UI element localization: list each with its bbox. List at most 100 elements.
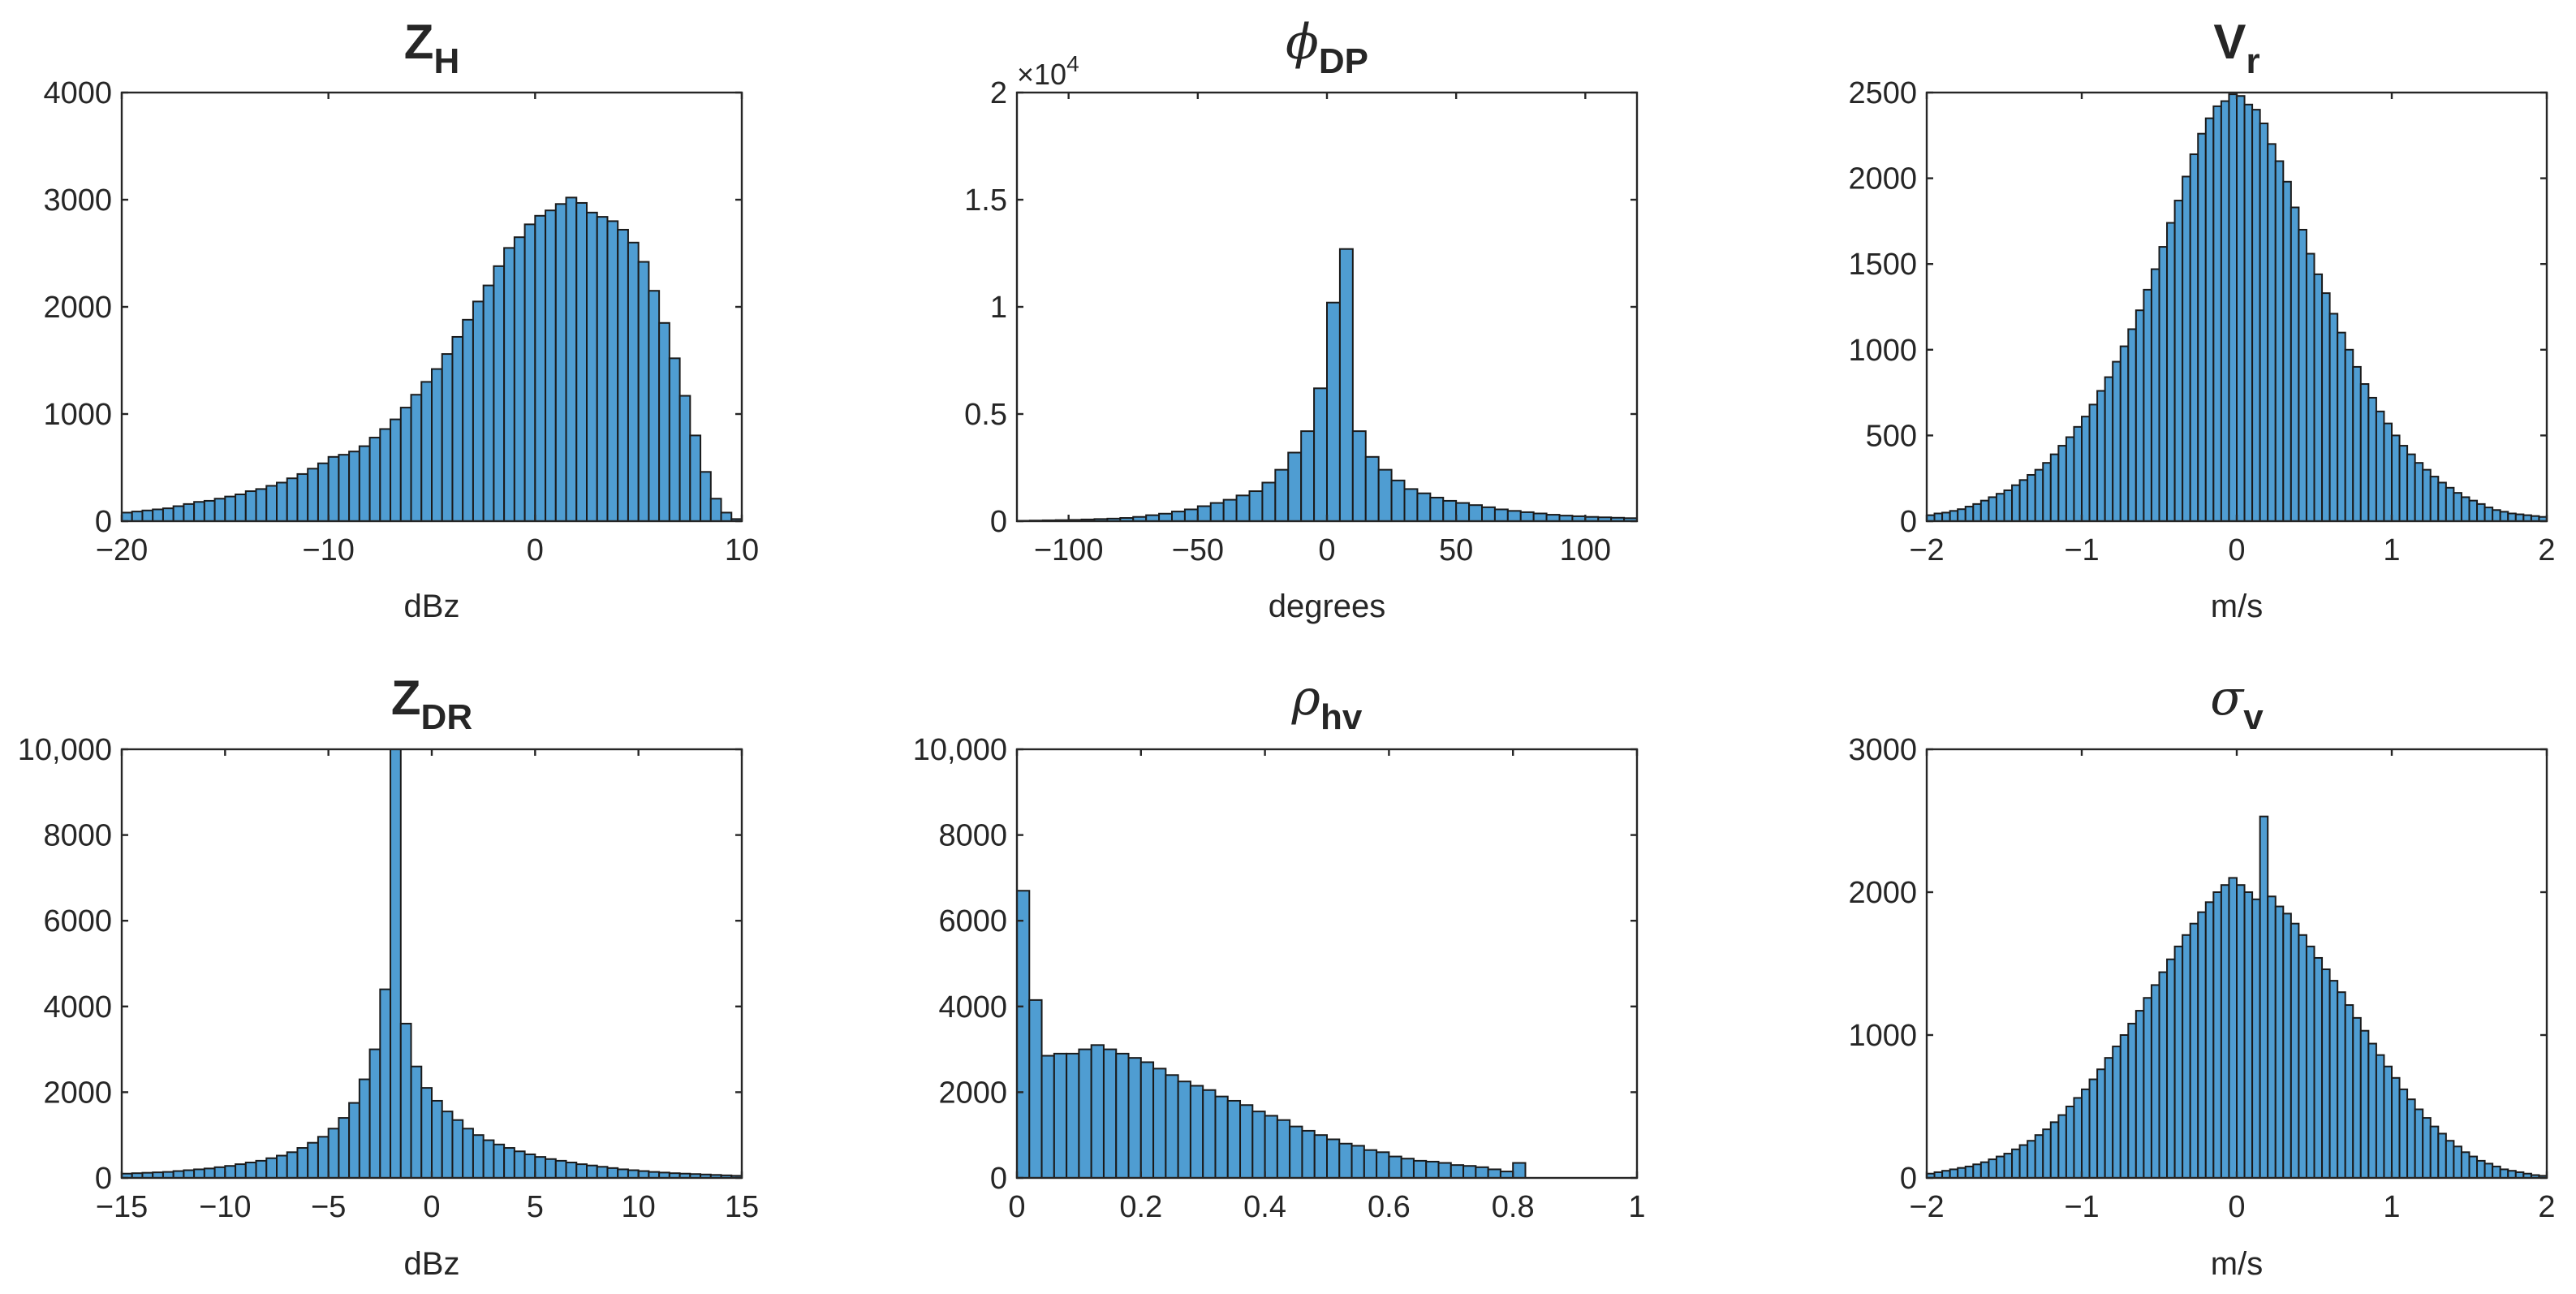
sigmav-bar-60 [2391, 1076, 2401, 1180]
rhohv-ytick-labels: 0 2000 4000 6000 8000 10,000 [913, 733, 1007, 1196]
sigmav-ytick-label-1: 1000 [1848, 1019, 1917, 1053]
phidp-bar-39 [1519, 511, 1535, 522]
zdr-bar-35 [482, 1139, 495, 1180]
sigmav-bar-11 [2011, 1148, 2021, 1180]
phidp-bar-19 [1261, 481, 1277, 522]
zh-bar-21 [338, 454, 351, 522]
zh-xtick-label-2: 0 [527, 533, 544, 567]
zh-ytick-label-2: 2000 [43, 291, 112, 325]
phidp-bar-36 [1481, 506, 1496, 523]
phidp-ytick-label-2: 1 [990, 291, 1007, 325]
vr-bar-58 [2375, 410, 2385, 522]
vr-title-sub: r [2246, 41, 2259, 81]
phidp-bar-21 [1287, 451, 1303, 523]
vr-bar-51 [2321, 292, 2331, 522]
panel-vr: 0 500 1000 1500 2000 2500 −2 −1 0 1 2 Vr m/s [1848, 15, 2555, 624]
sigmav-bar-23 [2104, 1057, 2114, 1180]
vr-bar-60 [2391, 434, 2401, 523]
vr-ytick-label-3: 1500 [1848, 248, 1917, 282]
sigmav-bar-52 [2328, 980, 2339, 1179]
vr-bar-13 [2027, 473, 2036, 522]
rhohv-bar-6 [1090, 1044, 1105, 1179]
zh-bar-32 [451, 335, 464, 522]
sigmav-bar-43 [2259, 815, 2269, 1179]
zh-bar-33 [462, 318, 474, 522]
vr-xtick-label-1: −1 [2064, 533, 2099, 567]
zh-bar-13 [255, 488, 268, 523]
sigmav-bar-35 [2197, 911, 2207, 1179]
zdr-bar-23 [358, 1078, 371, 1180]
zh-bar-41 [545, 209, 557, 522]
vr-bar-50 [2313, 273, 2324, 522]
zh-bar-30 [431, 368, 443, 522]
phidp-xtick-label-2: 0 [1318, 533, 1335, 567]
zdr-xtick-label-2: −5 [311, 1190, 346, 1224]
zdr-bar-42 [554, 1159, 567, 1180]
phidp-bar-17 [1235, 494, 1251, 523]
sigmav-bar-9 [1995, 1155, 2005, 1179]
phidp-bar-14 [1196, 505, 1212, 523]
zh-bar-44 [575, 201, 588, 523]
vr-bar-37 [2212, 105, 2222, 522]
sigmav-bar-21 [2088, 1078, 2099, 1180]
vr-bar-76 [2514, 513, 2525, 522]
sigmav-bar-20 [2081, 1088, 2091, 1180]
rhohv-bar-28 [1363, 1149, 1378, 1180]
sigmav-bar-5 [1964, 1165, 1975, 1180]
zdr-bar-45 [586, 1164, 598, 1179]
vr-bar-56 [2359, 383, 2370, 523]
zh-title-main: Z [404, 15, 434, 69]
zh-bar-47 [606, 220, 619, 522]
sigmav-ytick-label-0: 0 [1900, 1162, 1917, 1196]
rhohv-bar-10 [1139, 1061, 1155, 1179]
rhohv-bar-27 [1350, 1145, 1365, 1180]
zdr-bar-11 [235, 1163, 247, 1179]
zh-xtick-labels: −20 −10 0 10 [96, 533, 759, 567]
rhohv-bar-8 [1115, 1052, 1130, 1179]
phidp-bar-38 [1506, 510, 1522, 523]
phidp-title: ϕDP [1286, 14, 1368, 81]
rhohv-axes-box [1015, 748, 1639, 1180]
zh-ytick-label-3: 3000 [43, 183, 112, 218]
sigmav-bar-6 [1972, 1163, 1982, 1180]
zh-bar-7 [193, 501, 205, 522]
phidp-title-main: ϕ [1286, 14, 1319, 71]
zh-bar-51 [648, 290, 661, 522]
rhohv-bar-16 [1214, 1095, 1229, 1180]
zh-bar-38 [513, 236, 526, 522]
phidp-xtick-label-4: 100 [1560, 533, 1611, 567]
sigmav-bar-10 [2003, 1153, 2014, 1179]
zh-xlabel: dBz [404, 589, 460, 624]
zdr-bar-28 [410, 1065, 423, 1179]
vr-ytick-label-0: 0 [1900, 505, 1917, 539]
zdr-bar-47 [606, 1167, 619, 1179]
vr-bar-30 [2158, 246, 2169, 522]
rhohv-bar-12 [1165, 1074, 1179, 1180]
vr-bar-67 [2445, 486, 2455, 523]
zh-bar-55 [689, 434, 702, 523]
rhohv-xtick-label-0: 0 [1008, 1190, 1025, 1224]
zh-ytick-label-1: 1000 [43, 398, 112, 432]
zdr-bar-8 [203, 1167, 216, 1180]
sigmav-title: σv [2210, 670, 2264, 737]
vr-xtick-label-3: 1 [2383, 533, 2400, 567]
phidp-bar-16 [1222, 498, 1238, 522]
phidp-bar-11 [1158, 512, 1173, 523]
rhohv-bar-24 [1313, 1134, 1328, 1179]
zdr-ytick-label-1: 2000 [43, 1076, 112, 1110]
vr-bar-20 [2081, 416, 2091, 522]
sigmav-bar-34 [2189, 922, 2199, 1179]
zh-bar-45 [586, 211, 598, 522]
phidp-bar-22 [1300, 430, 1316, 522]
rhohv-title: ρhv [1291, 670, 1363, 737]
sigmav-bar-48 [2298, 934, 2307, 1180]
sigmav-bar-13 [2027, 1140, 2036, 1179]
sigmav-bar-57 [2367, 1042, 2377, 1180]
sigmav-bar-42 [2251, 898, 2261, 1180]
zdr-ytick-labels: 0 2000 4000 6000 8000 10,000 [18, 733, 112, 1196]
zh-bar-34 [472, 300, 485, 522]
vr-ticks [1925, 91, 2548, 523]
vr-bar-73 [2492, 509, 2501, 523]
rhohv-bar-19 [1251, 1111, 1266, 1180]
phidp-bar-13 [1183, 508, 1199, 522]
